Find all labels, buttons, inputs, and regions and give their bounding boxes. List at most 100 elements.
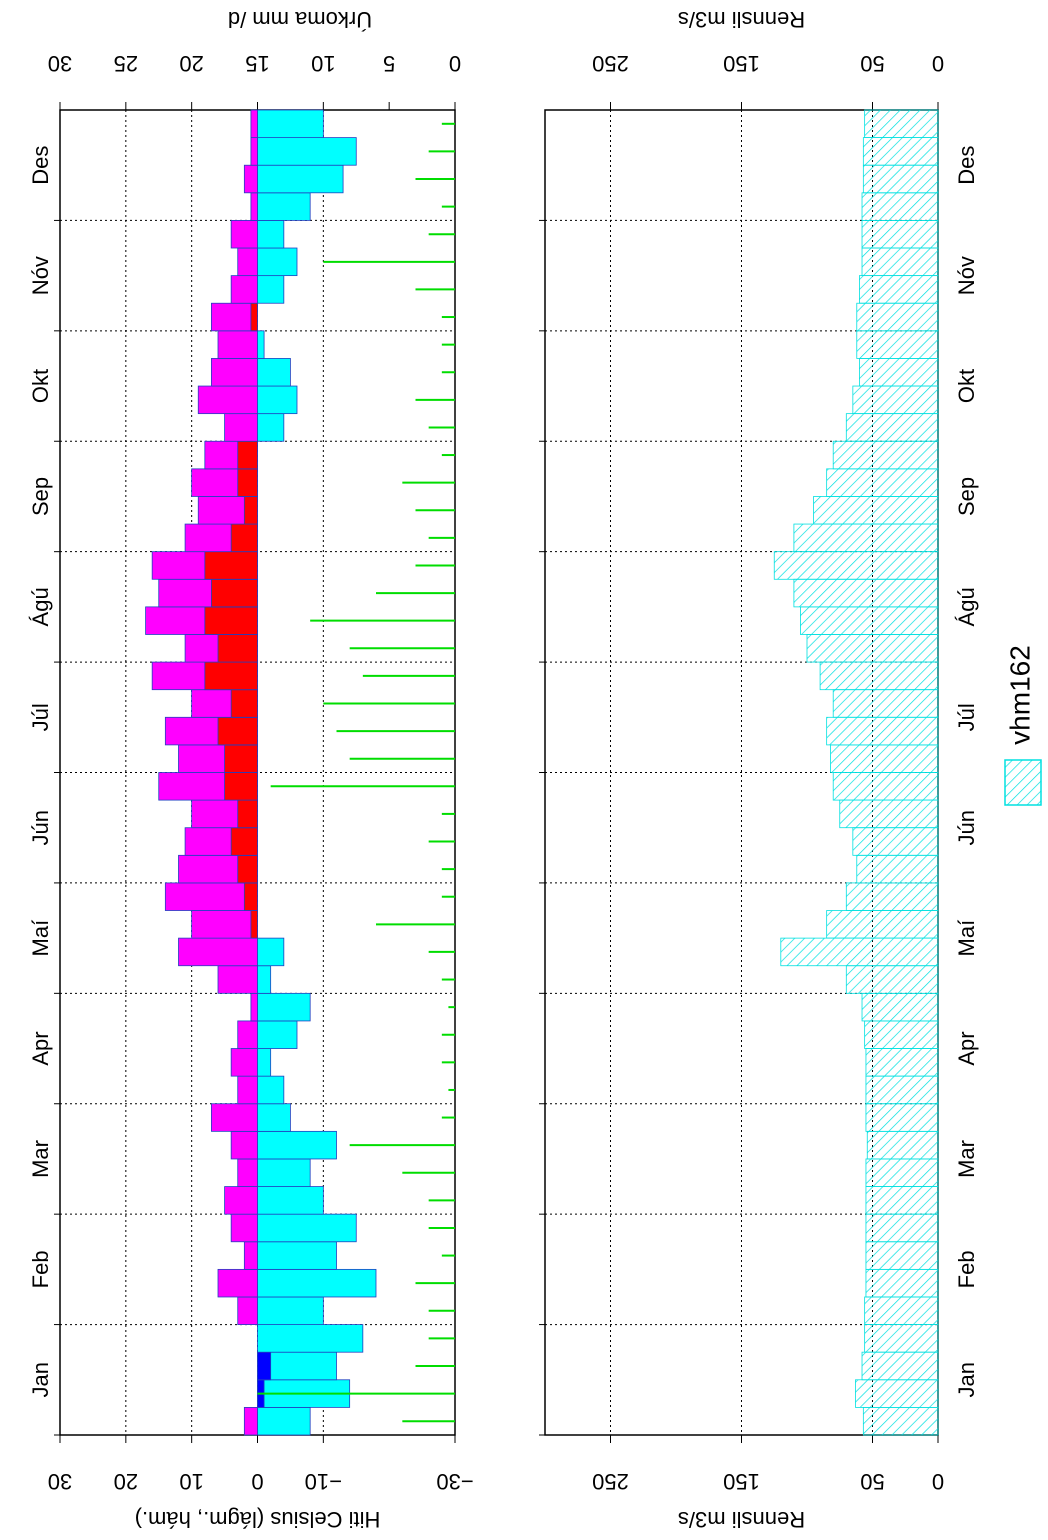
temp-bar [230, 1130, 258, 1160]
month-label: Jún [28, 810, 53, 845]
axis-label: Hiti Celsius (lágm., hám.) [135, 1507, 381, 1532]
temp-bar [257, 1103, 291, 1132]
flow-bar [826, 716, 939, 746]
temp-bar [250, 302, 258, 332]
temp-bar [164, 882, 258, 911]
flow-bar [852, 827, 939, 856]
temp-bar [230, 1048, 258, 1077]
month-label: Apr [954, 1031, 979, 1065]
top-tick-label: 15 [245, 51, 269, 76]
top-tick-label: 5 [383, 51, 395, 76]
flow-bar [865, 1241, 939, 1270]
temp-bar [257, 965, 272, 994]
temp-bar [250, 192, 258, 221]
temp-bar [257, 109, 324, 139]
temp-bar [224, 744, 258, 773]
flow-bar [773, 551, 939, 580]
temp-bar [257, 1351, 272, 1381]
flow-bar [864, 1296, 939, 1325]
temp-bar [237, 1158, 258, 1187]
temp-bar [217, 634, 258, 663]
x-tick-label: −10 [305, 1469, 342, 1494]
temp-bar [243, 882, 258, 911]
temp-bar [257, 1075, 285, 1105]
flow-bar [832, 772, 939, 801]
temp-bar [250, 992, 258, 1022]
flow-bar [861, 192, 939, 221]
month-label: Des [28, 146, 53, 185]
temp-bar [217, 1268, 258, 1298]
temp-bar [257, 1268, 377, 1298]
month-label: Nóv [28, 256, 53, 295]
flow-bar [865, 1158, 939, 1187]
x-tick-label: 20 [114, 1469, 138, 1494]
temp-bar [230, 827, 258, 856]
flow-bar [819, 661, 939, 691]
temp-bar [257, 1130, 337, 1160]
temp-bar [257, 1020, 298, 1049]
x-tick-label: 50 [860, 1469, 884, 1494]
temp-bar [243, 164, 258, 194]
flow-bar [862, 1406, 939, 1436]
month-label: Jan [954, 1362, 979, 1397]
month-label: Okt [28, 369, 53, 403]
temp-bar [230, 523, 258, 553]
temp-bar [211, 302, 258, 332]
x-tick-label: 0 [932, 1469, 944, 1494]
axis-label-top: Úrkoma mm /d [228, 7, 372, 32]
month-label: Apr [28, 1031, 53, 1065]
flow-bar [826, 468, 939, 497]
temp-bar [211, 1103, 258, 1132]
temp-bar [237, 854, 258, 884]
flow-bar [865, 1186, 939, 1215]
top-tick-label: 50 [860, 51, 884, 76]
temp-bar [257, 247, 298, 277]
temp-bar [257, 1241, 337, 1270]
temp-bar [211, 358, 258, 387]
flow-bar [826, 910, 939, 939]
flow-bar [861, 220, 939, 249]
temp-bar [237, 440, 258, 470]
legend-swatch [1004, 759, 1042, 806]
month-label: Maí [954, 920, 979, 957]
top-tick-label: 20 [179, 51, 203, 76]
temp-bar [257, 992, 311, 1022]
temp-bar [237, 1020, 258, 1049]
axis-label-top: Rennsli m3/s [678, 7, 805, 32]
month-label: Jan [28, 1362, 53, 1397]
temp-bar [204, 661, 258, 691]
temp-bar [237, 1075, 258, 1105]
month-label: Feb [954, 1250, 979, 1288]
temp-bar [197, 385, 258, 415]
top-tick-label: 0 [932, 51, 944, 76]
temp-bar [257, 192, 311, 221]
flow-bar [859, 275, 939, 304]
flow-bar [832, 440, 939, 470]
temp-bar [257, 164, 344, 194]
flow-bar [780, 937, 939, 967]
temp-bar [257, 358, 291, 387]
temp-bar [237, 468, 258, 497]
temp-bar [224, 413, 258, 442]
temp-bar [257, 385, 298, 415]
x-tick-label: 150 [723, 1469, 760, 1494]
temp-bar [257, 1324, 364, 1353]
month-label: Júl [954, 703, 979, 731]
top-tick-label: 25 [114, 51, 138, 76]
temp-bar [250, 910, 258, 939]
month-label: Nóv [954, 256, 979, 295]
temp-bar [237, 247, 258, 277]
top-tick-label: 0 [449, 51, 461, 76]
axis-label: Rennsli m3/s [678, 1507, 805, 1532]
top-tick-label: 150 [723, 51, 760, 76]
temp-bar [211, 578, 258, 608]
temp-bar [257, 330, 265, 359]
temp-bar [257, 137, 357, 166]
temp-bar [257, 1296, 324, 1325]
flow-bar [862, 137, 939, 166]
month-label: Ágú [954, 587, 979, 626]
flow-bar [839, 799, 939, 829]
flow-bar [859, 358, 939, 387]
flow-bar [813, 496, 939, 525]
